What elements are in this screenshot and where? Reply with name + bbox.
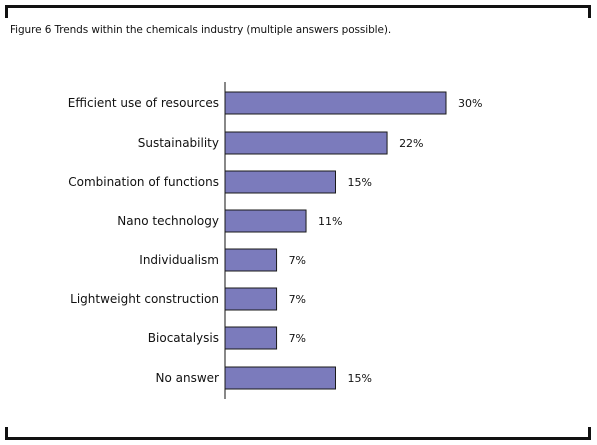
figure-title: Figure 6 Trends within the chemicals ind… bbox=[10, 24, 392, 36]
bar bbox=[224, 91, 447, 115]
value-label: 22% bbox=[399, 137, 423, 150]
bar bbox=[224, 170, 336, 194]
category-label: Combination of functions bbox=[68, 175, 219, 189]
bar bbox=[224, 209, 307, 233]
frame-top-right-tick bbox=[588, 5, 591, 18]
frame-bottom-right-tick bbox=[588, 427, 591, 440]
category-label: Biocatalysis bbox=[148, 331, 219, 345]
bar bbox=[224, 131, 388, 155]
value-label: 7% bbox=[289, 254, 306, 267]
category-label: Nano technology bbox=[117, 214, 219, 228]
value-label: 7% bbox=[289, 332, 306, 345]
bar bbox=[224, 366, 336, 390]
value-label: 30% bbox=[458, 97, 482, 110]
bar bbox=[224, 248, 278, 272]
frame-top-rule bbox=[5, 5, 591, 8]
frame-bottom-rule bbox=[5, 437, 591, 440]
bar bbox=[224, 287, 278, 311]
category-label: Sustainability bbox=[138, 136, 219, 150]
value-label: 7% bbox=[289, 293, 306, 306]
frame-bottom-left-tick bbox=[5, 427, 8, 440]
value-label: 11% bbox=[318, 215, 342, 228]
category-label: Individualism bbox=[139, 253, 219, 267]
category-label: Lightweight construction bbox=[70, 292, 219, 306]
frame-top-left-tick bbox=[5, 5, 8, 18]
value-label: 15% bbox=[348, 372, 372, 385]
category-label: No answer bbox=[156, 371, 220, 385]
category-label: Efficient use of resources bbox=[68, 96, 219, 110]
value-label: 15% bbox=[348, 176, 372, 189]
bar bbox=[224, 326, 278, 350]
